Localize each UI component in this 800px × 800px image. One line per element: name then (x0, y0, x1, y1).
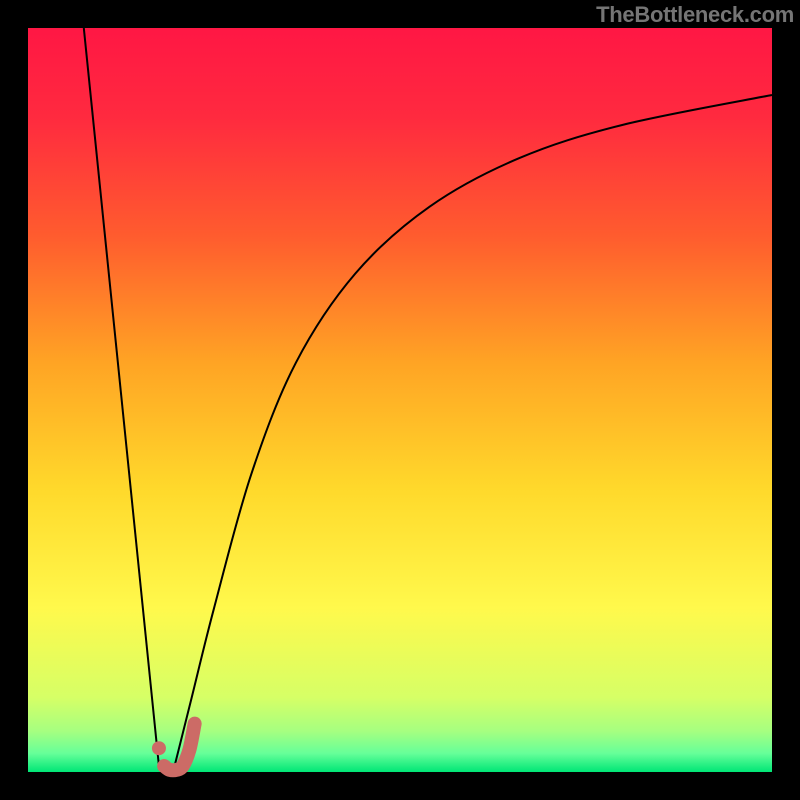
bottleneck-chart (0, 0, 800, 800)
chart-frame: TheBottleneck.com (0, 0, 800, 800)
j-mark-dot (152, 741, 166, 755)
gradient-background (28, 28, 772, 772)
watermark-text: TheBottleneck.com (596, 2, 794, 28)
